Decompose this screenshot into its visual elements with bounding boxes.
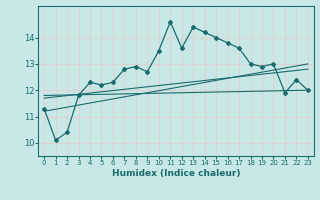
X-axis label: Humidex (Indice chaleur): Humidex (Indice chaleur) [112,169,240,178]
